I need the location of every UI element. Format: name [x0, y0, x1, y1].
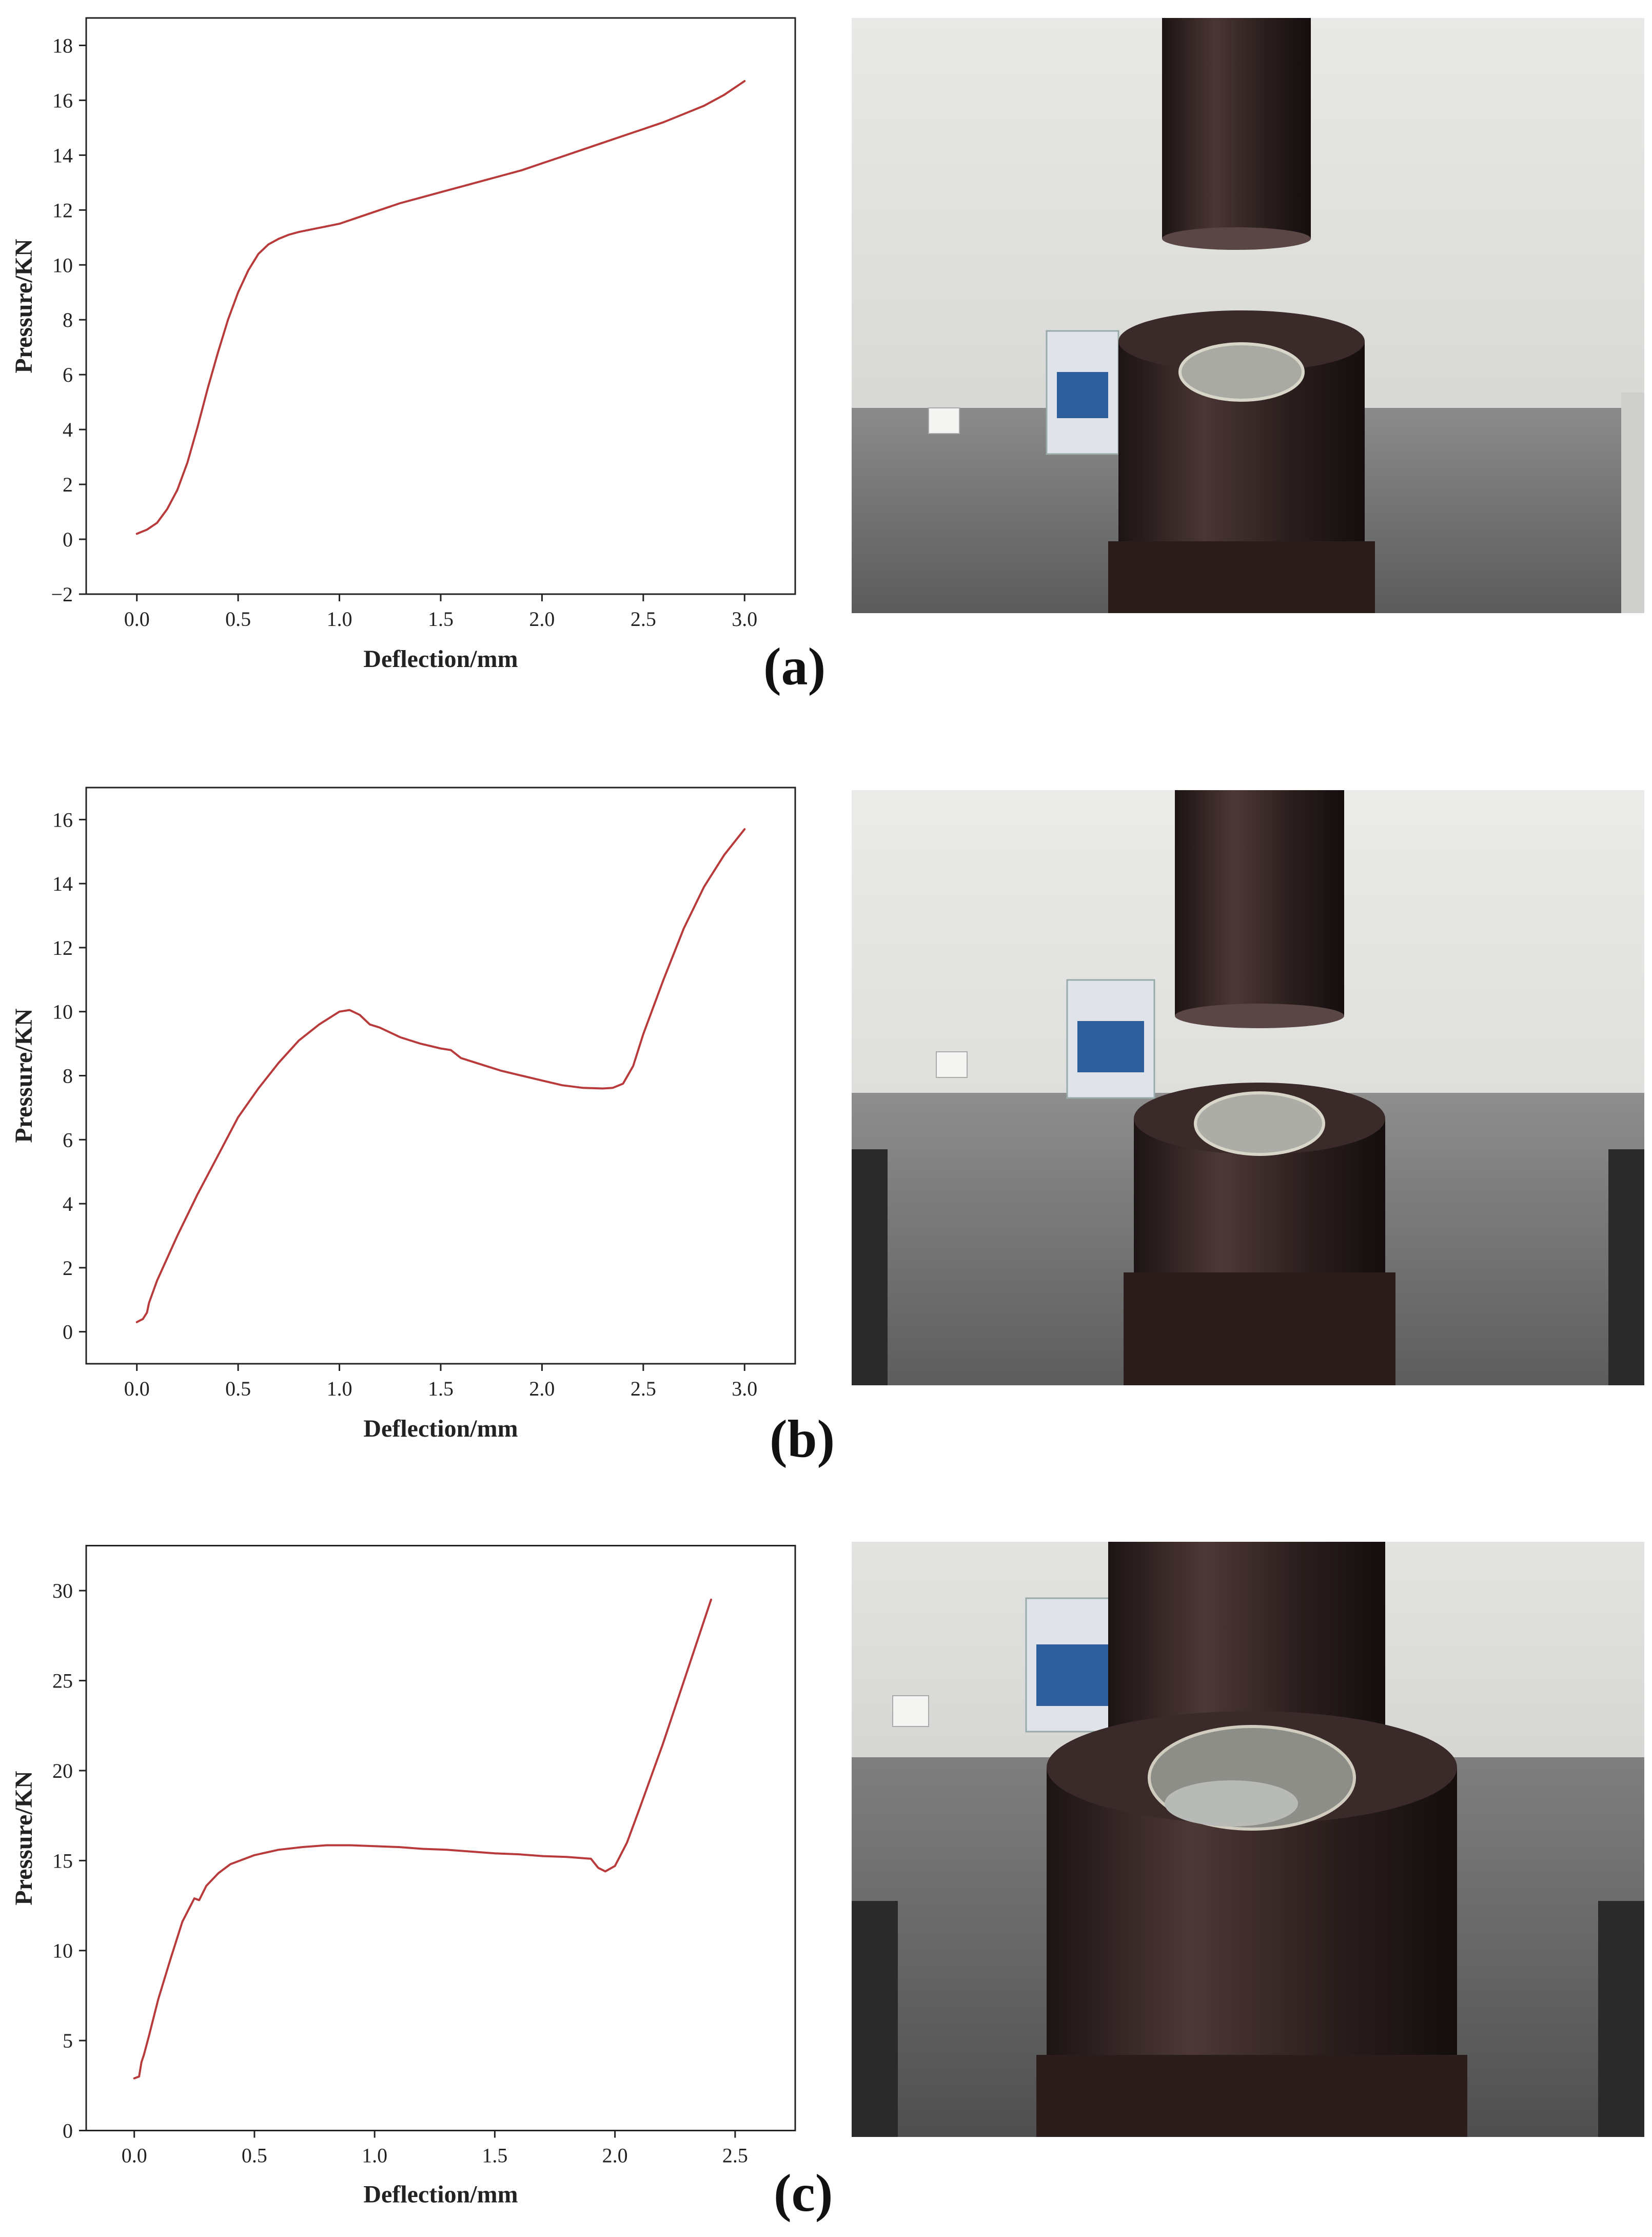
y-tick-label: 20	[52, 1759, 73, 1782]
series-line	[135, 828, 746, 1323]
y-tick-label: 0	[63, 1321, 73, 1344]
x-axis-title: Deflection/mm	[363, 645, 518, 673]
x-tick-label: 0.5	[225, 607, 251, 631]
photo-c-press-die-closed	[852, 1542, 1644, 2137]
series-line	[133, 1598, 712, 2079]
y-tick-label: 15	[52, 1849, 73, 1872]
x-tick-label: 1.0	[327, 607, 352, 631]
y-tick-label: 0	[63, 2120, 73, 2143]
y-tick-label: 2	[63, 1257, 73, 1280]
x-tick-label: 1.5	[428, 607, 454, 631]
chart-b: 0.0 0.5 1.0 1.5 2.0 2.5 3.0 0 2 4 6 8 10 12 14 16 Deflec…	[10, 787, 796, 1442]
y-tick-label: 10	[52, 1939, 73, 1963]
x-tick-label: 0.5	[242, 2144, 267, 2167]
y-tick-label: 14	[52, 144, 73, 167]
x-tick-label: 2.0	[602, 2144, 628, 2167]
y-tick-label: 12	[52, 936, 73, 959]
x-tick-label: 2.0	[529, 1377, 555, 1400]
y-tick-label: 8	[63, 308, 73, 331]
panel-label-c: (c)	[774, 2164, 833, 2223]
series-line	[135, 80, 746, 535]
x-tick-label: 2.5	[631, 1377, 656, 1400]
y-tick-label: 2	[63, 473, 73, 496]
plot-frame	[85, 1545, 796, 2131]
plot-frame	[85, 17, 796, 595]
panel-c: 0.0 0.5 1.0 1.5 2.0 2.5 0 5 10 15 20 25 30 Deflection…	[0, 1519, 1652, 2224]
chart-a: 0.0 0.5 1.0 1.5 2.0 2.5 3.0 −2 0 2 4 6 8 10 12 14 16 18 De…	[10, 17, 796, 673]
x-tick-label: 1.5	[428, 1377, 454, 1400]
x-tick-label: 1.0	[327, 1377, 352, 1400]
plot-frame	[85, 787, 796, 1365]
y-tick-label: 18	[52, 34, 73, 57]
x-tick-label: 2.5	[722, 2144, 748, 2167]
y-tick-label: 0	[63, 528, 73, 551]
x-tick-label: 0.5	[225, 1377, 251, 1400]
y-tick-label: 5	[63, 2029, 73, 2052]
photo-b-press-die-open	[852, 790, 1644, 1385]
y-axis-title: Pressure/KN	[10, 1771, 37, 1906]
y-tick-label: 4	[63, 418, 73, 441]
y-axis-title: Pressure/KN	[10, 239, 37, 374]
panel-label-b: (b)	[770, 1409, 835, 1468]
x-tick-label: 1.5	[482, 2144, 507, 2167]
chart-c: 0.0 0.5 1.0 1.5 2.0 2.5 0 5 10 15 20 25 30 Deflection…	[10, 1545, 796, 2208]
y-tick-label: 16	[52, 808, 73, 831]
y-tick-label: −2	[51, 583, 73, 606]
x-tick-label: 2.0	[529, 607, 555, 631]
y-tick-label: 6	[63, 363, 73, 386]
panel-a: 0.0 0.5 1.0 1.5 2.0 2.5 3.0 −2 0 2 4 6 8 10 12 14 16 18 De…	[0, 0, 1652, 718]
x-axis-title: Deflection/mm	[363, 1415, 518, 1442]
x-tick-label: 1.0	[362, 2144, 387, 2167]
y-tick-label: 12	[52, 199, 73, 222]
x-tick-label: 3.0	[732, 607, 757, 631]
x-tick-label: 3.0	[732, 1377, 757, 1400]
y-axis-title: Pressure/KN	[10, 1008, 37, 1143]
photo-a-press-die-open	[852, 18, 1644, 613]
x-tick-label: 0.0	[124, 607, 150, 631]
x-tick-label: 0.0	[124, 1377, 150, 1400]
y-tick-label: 10	[52, 253, 73, 277]
panel-label-a: (a)	[763, 637, 826, 696]
y-tick-label: 8	[63, 1065, 73, 1088]
x-tick-label: 2.5	[631, 607, 656, 631]
y-tick-label: 25	[52, 1670, 73, 1693]
panel-b: 0.0 0.5 1.0 1.5 2.0 2.5 3.0 0 2 4 6 8 10 12 14 16 Deflec…	[0, 770, 1652, 1488]
y-tick-label: 6	[63, 1128, 73, 1151]
x-axis-title: Deflection/mm	[363, 2181, 518, 2208]
x-tick-label: 0.0	[122, 2144, 147, 2167]
y-tick-label: 16	[52, 89, 73, 112]
y-tick-label: 4	[63, 1192, 73, 1215]
y-tick-label: 14	[52, 872, 73, 895]
y-tick-label: 10	[52, 1000, 73, 1024]
y-tick-label: 30	[52, 1579, 73, 1602]
